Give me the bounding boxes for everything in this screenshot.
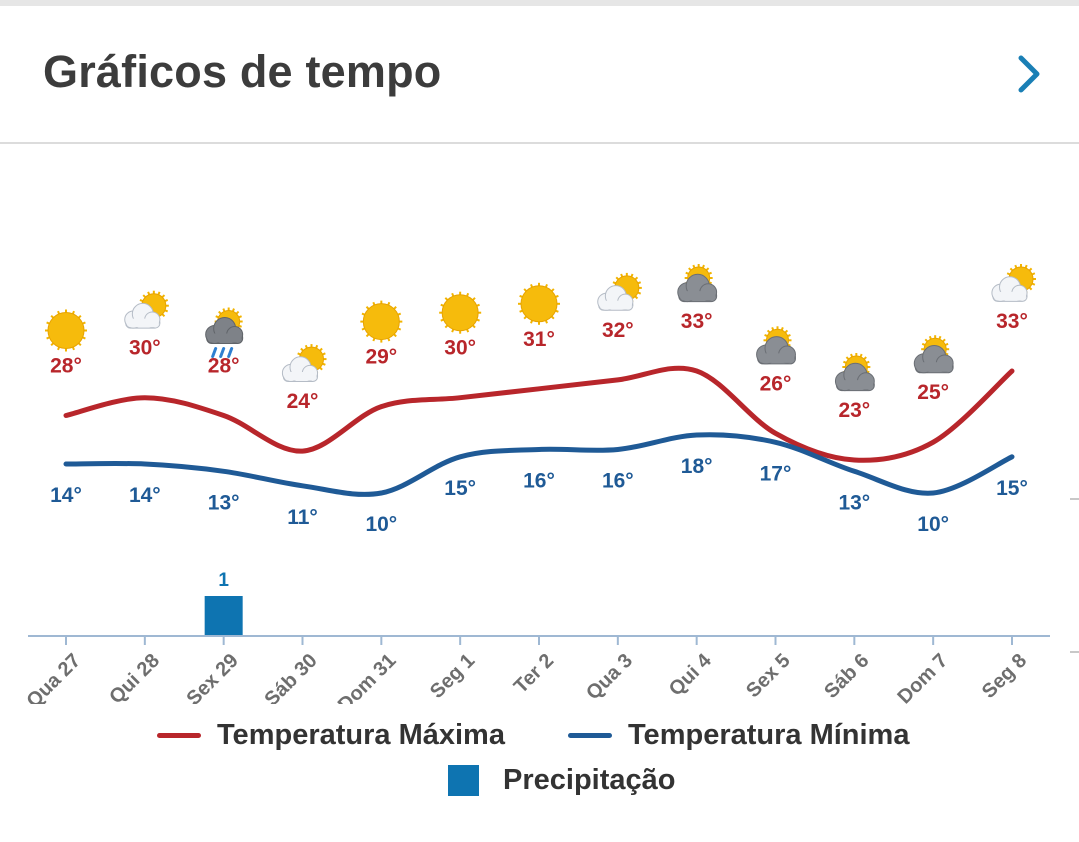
x-tick-label: Qua 3	[582, 650, 637, 704]
sun-icon	[439, 291, 482, 334]
x-tick-label: Qui 4	[665, 649, 717, 701]
legend-precip-label: Precipitação	[503, 764, 676, 796]
x-tick-label: Sáb 6	[820, 650, 873, 703]
min-temp-label: 17°	[760, 462, 792, 485]
min-temp-label: 11°	[287, 506, 318, 529]
legend-max-label: Temperatura Máxima	[217, 719, 505, 751]
min-temp-label: 18°	[681, 455, 713, 478]
x-tick-label: Qua 27	[22, 650, 85, 704]
min-temp-label: 10°	[365, 513, 397, 536]
x-tick-label: Seg 1	[426, 650, 479, 703]
min-temp-label: 16°	[602, 470, 634, 493]
x-tick-label: Qui 28	[105, 650, 164, 704]
x-tick-label: Dom 7	[894, 650, 953, 704]
max-temp-label: 31°	[523, 328, 555, 351]
legend-max-swatch	[157, 733, 201, 738]
legend-min-label: Temperatura Mínima	[628, 719, 910, 751]
max-temp-label: 30°	[129, 337, 161, 360]
partly-cloudy-icon	[991, 264, 1036, 302]
page-title: Gráficos de tempo	[43, 46, 442, 97]
min-temp-label: 14°	[129, 484, 161, 507]
max-temp-label: 30°	[444, 337, 476, 360]
max-temp-label: 25°	[917, 381, 949, 404]
legend-min-swatch	[568, 733, 612, 738]
cloudy-sun-icon	[913, 335, 954, 374]
min-temp-label: 15°	[444, 477, 476, 500]
max-temp-label: 24°	[287, 390, 319, 413]
min-temp-label: 13°	[208, 491, 240, 514]
top-divider	[0, 0, 1079, 6]
x-tick-label: Dom 31	[334, 650, 401, 704]
sun-icon	[518, 282, 560, 325]
max-temp-label: 23°	[838, 399, 870, 422]
weather-chart: 1 Qua 27 Qui 28 Sex 29 Sáb 30 Dom 31 Seg 1 Ter …	[22, 264, 1079, 704]
partly-cloudy-icon	[281, 344, 327, 383]
legend-max: Temperatura Máxima	[157, 719, 505, 752]
precip-bar	[204, 596, 243, 636]
series-max-line	[63, 365, 1015, 463]
max-temp-label: 32°	[602, 319, 634, 342]
x-tick-label: Sex 5	[742, 650, 795, 703]
min-temp-label: 13°	[838, 491, 870, 514]
sun-icon	[360, 300, 403, 343]
x-tick-label: Ter 2	[510, 650, 558, 698]
partly-cloudy-icon	[597, 272, 642, 311]
legend-min: Temperatura Mínima	[568, 719, 909, 752]
x-tick-label: Sáb 30	[260, 650, 321, 704]
legend-precip: Precipitação	[448, 764, 675, 797]
max-temp-label: 33°	[996, 310, 1028, 333]
max-temp-label: 26°	[760, 372, 792, 395]
min-temp-label: 10°	[917, 513, 949, 536]
cloudy-sun-icon	[756, 326, 796, 365]
x-tick-label: Sex 29	[182, 650, 242, 704]
max-temp-label: 28°	[208, 355, 240, 378]
max-temp-label: 28°	[50, 355, 82, 378]
min-temp-label: 16°	[523, 470, 555, 493]
cloudy-sun-icon	[677, 264, 718, 303]
cloudy-sun-icon	[834, 353, 875, 392]
series-min-line	[63, 432, 1015, 497]
min-temp-label: 15°	[996, 477, 1028, 500]
rain-storm-icon	[205, 307, 244, 358]
x-tick-label: Seg 8	[978, 650, 1031, 703]
chevron-right-icon[interactable]	[1008, 52, 1052, 96]
precip-label: 1	[218, 570, 229, 591]
legend-precip-swatch	[448, 765, 479, 796]
max-temp-label: 33°	[681, 310, 713, 333]
sun-icon	[45, 309, 87, 352]
min-temp-label: 14°	[50, 484, 82, 507]
card-header: Gráficos de tempo	[0, 6, 1079, 144]
partly-cloudy-icon	[124, 290, 169, 329]
max-temp-label: 29°	[365, 346, 397, 369]
